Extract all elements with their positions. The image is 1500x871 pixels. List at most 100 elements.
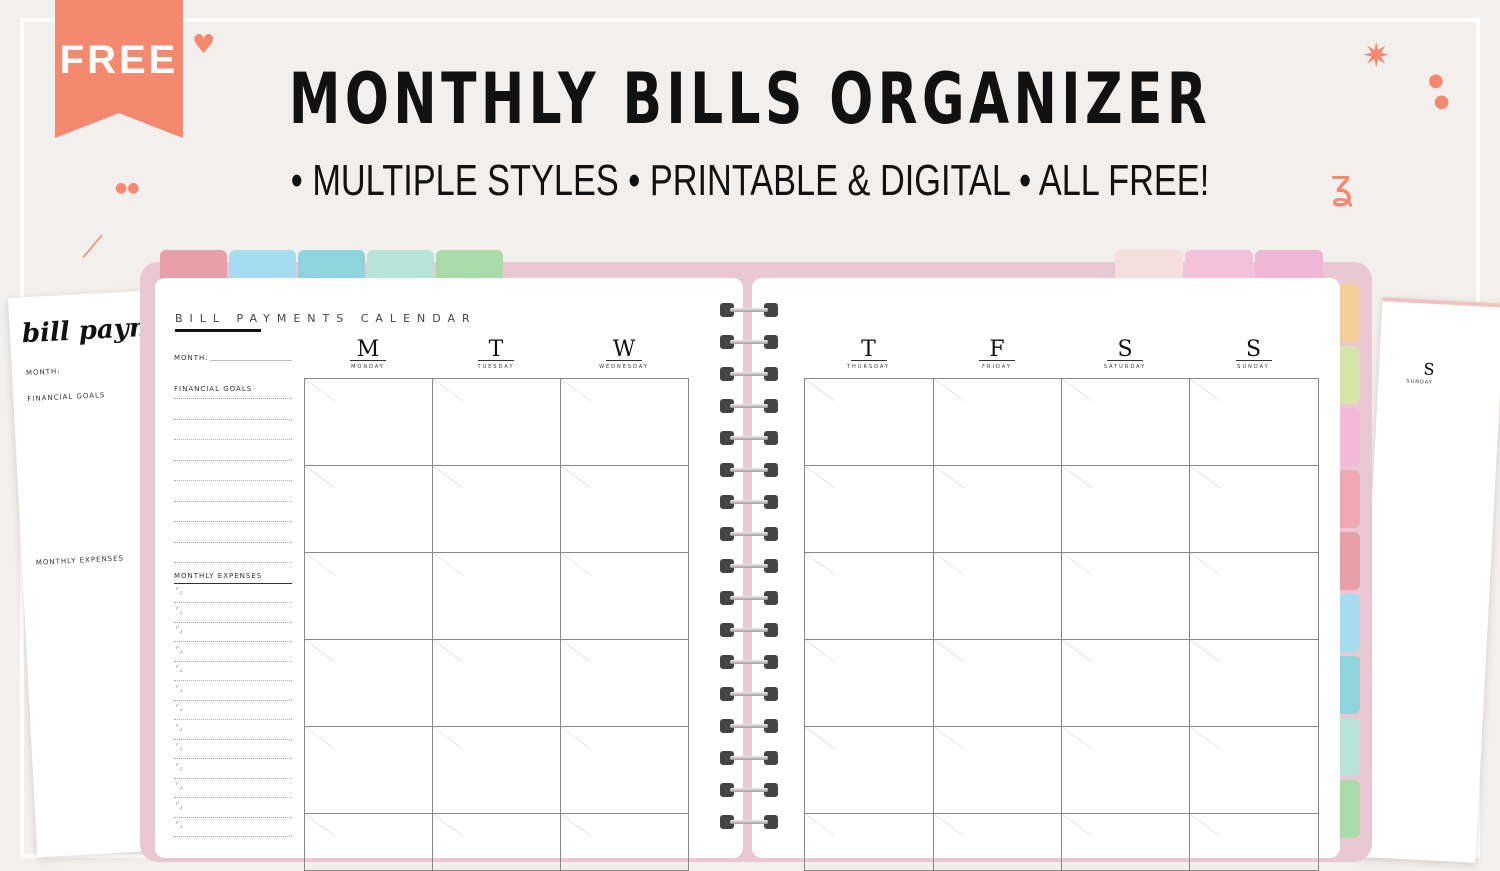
checkbox-icon[interactable]: ⌜⌟: [176, 704, 183, 712]
goal-line[interactable]: [174, 459, 292, 461]
calendar-cell[interactable]: [432, 465, 561, 553]
calendar-cell[interactable]: [1189, 465, 1319, 553]
top-tab[interactable]: [298, 250, 365, 280]
calendar-cell[interactable]: [432, 726, 561, 814]
side-tab[interactable]: [1340, 718, 1360, 776]
calendar-cell[interactable]: [560, 552, 689, 640]
checkbox-icon[interactable]: ⌜⌟: [176, 762, 183, 771]
expense-line[interactable]: [174, 602, 292, 603]
side-tab[interactable]: [1340, 656, 1360, 714]
spiral-ring: [720, 431, 778, 445]
calendar-cell[interactable]: [1061, 378, 1190, 466]
goal-line[interactable]: [174, 418, 292, 420]
expense-line[interactable]: [174, 797, 292, 798]
calendar-cell[interactable]: [432, 813, 561, 871]
goal-line[interactable]: [174, 521, 292, 522]
calendar-cell[interactable]: [432, 639, 561, 727]
top-tab[interactable]: [1115, 250, 1183, 280]
expense-line[interactable]: [174, 660, 292, 662]
checkbox-icon[interactable]: ⌜⌟: [176, 645, 183, 654]
goal-line[interactable]: [174, 500, 292, 502]
calendar-cell[interactable]: [1189, 378, 1319, 466]
day-name: TUESDAY: [477, 364, 515, 370]
checkbox-icon[interactable]: ⌜⌟: [176, 801, 183, 810]
calendar-cell[interactable]: [933, 726, 1062, 814]
calendar-cell[interactable]: [432, 378, 561, 466]
day-header: S SUNDAY: [1214, 339, 1294, 370]
top-tab[interactable]: [160, 250, 227, 280]
top-tab[interactable]: [436, 250, 503, 280]
calendar-cell[interactable]: [933, 813, 1062, 871]
calendar-cell[interactable]: [560, 726, 689, 814]
top-tab[interactable]: [1255, 250, 1323, 280]
expense-line[interactable]: [174, 836, 292, 837]
calendar-cell[interactable]: [1061, 813, 1190, 871]
side-tab[interactable]: [1340, 532, 1360, 590]
calendar-cell[interactable]: [560, 465, 689, 553]
expense-line[interactable]: [174, 699, 292, 701]
checkbox-icon[interactable]: ⌜⌟: [176, 821, 183, 829]
calendar-cell[interactable]: [304, 465, 433, 553]
expense-line[interactable]: [174, 641, 292, 642]
checkbox-icon[interactable]: ⌜⌟: [176, 587, 183, 595]
calendar-cell[interactable]: [304, 726, 433, 814]
checkbox-icon[interactable]: ⌜⌟: [176, 626, 183, 634]
calendar-cell[interactable]: [432, 552, 561, 640]
calendar-cell[interactable]: [1061, 726, 1190, 814]
checkbox-icon[interactable]: ⌜⌟: [176, 743, 183, 751]
side-tab[interactable]: [1340, 346, 1360, 404]
expense-line[interactable]: [174, 816, 292, 818]
calendar-cell[interactable]: [933, 378, 1062, 466]
goal-line[interactable]: [174, 541, 292, 543]
month-field[interactable]: [210, 360, 292, 361]
calendar-cell[interactable]: [304, 639, 433, 727]
calendar-cell[interactable]: [1189, 552, 1319, 640]
expense-line[interactable]: [174, 680, 292, 681]
top-tab[interactable]: [367, 250, 434, 280]
goal-line[interactable]: [174, 439, 292, 440]
calendar-cell[interactable]: [804, 378, 934, 466]
calendar-cell[interactable]: [1061, 552, 1190, 640]
calendar-cell[interactable]: [304, 813, 433, 871]
calendar-cell[interactable]: [560, 813, 689, 871]
checkbox-icon[interactable]: ⌜⌟: [176, 606, 183, 615]
side-tab[interactable]: [1340, 780, 1360, 838]
expense-line[interactable]: [174, 719, 292, 720]
top-tab[interactable]: [229, 250, 296, 280]
expense-line[interactable]: [174, 758, 292, 759]
checkbox-icon[interactable]: ⌜⌟: [176, 684, 183, 693]
side-tab[interactable]: [1340, 470, 1360, 528]
calendar-cell[interactable]: [1061, 465, 1190, 553]
financial-goals-label: FINANCIAL GOALS: [174, 385, 253, 393]
calendar-cell[interactable]: [933, 465, 1062, 553]
calendar-cell[interactable]: [1189, 813, 1319, 871]
calendar-cell[interactable]: [1189, 726, 1319, 814]
checkbox-icon[interactable]: ⌜⌟: [176, 665, 183, 673]
calendar-cell[interactable]: [804, 552, 934, 640]
side-tab[interactable]: [1340, 284, 1360, 342]
goal-line[interactable]: [174, 562, 292, 563]
expense-line[interactable]: [174, 738, 292, 740]
calendar-cell[interactable]: [804, 726, 934, 814]
checkbox-icon[interactable]: ⌜⌟: [176, 723, 183, 732]
calendar-cell[interactable]: [304, 552, 433, 640]
calendar-cell[interactable]: [560, 639, 689, 727]
calendar-cell[interactable]: [304, 378, 433, 466]
side-tab[interactable]: [1340, 594, 1360, 652]
expense-line[interactable]: [174, 777, 292, 779]
goal-line[interactable]: [174, 398, 292, 399]
top-tab[interactable]: [1185, 250, 1253, 280]
calendar-cell[interactable]: [1061, 639, 1190, 727]
calendar-cell[interactable]: [804, 639, 934, 727]
spiral-ring: [720, 719, 778, 733]
calendar-cell[interactable]: [804, 813, 934, 871]
calendar-cell[interactable]: [560, 378, 689, 466]
calendar-cell[interactable]: [804, 465, 934, 553]
goal-line[interactable]: [174, 480, 292, 481]
expense-line[interactable]: [174, 621, 292, 623]
calendar-cell[interactable]: [933, 639, 1062, 727]
checkbox-icon[interactable]: ⌜⌟: [176, 782, 183, 790]
side-tab[interactable]: [1340, 408, 1360, 466]
calendar-cell[interactable]: [933, 552, 1062, 640]
calendar-cell[interactable]: [1189, 639, 1319, 727]
